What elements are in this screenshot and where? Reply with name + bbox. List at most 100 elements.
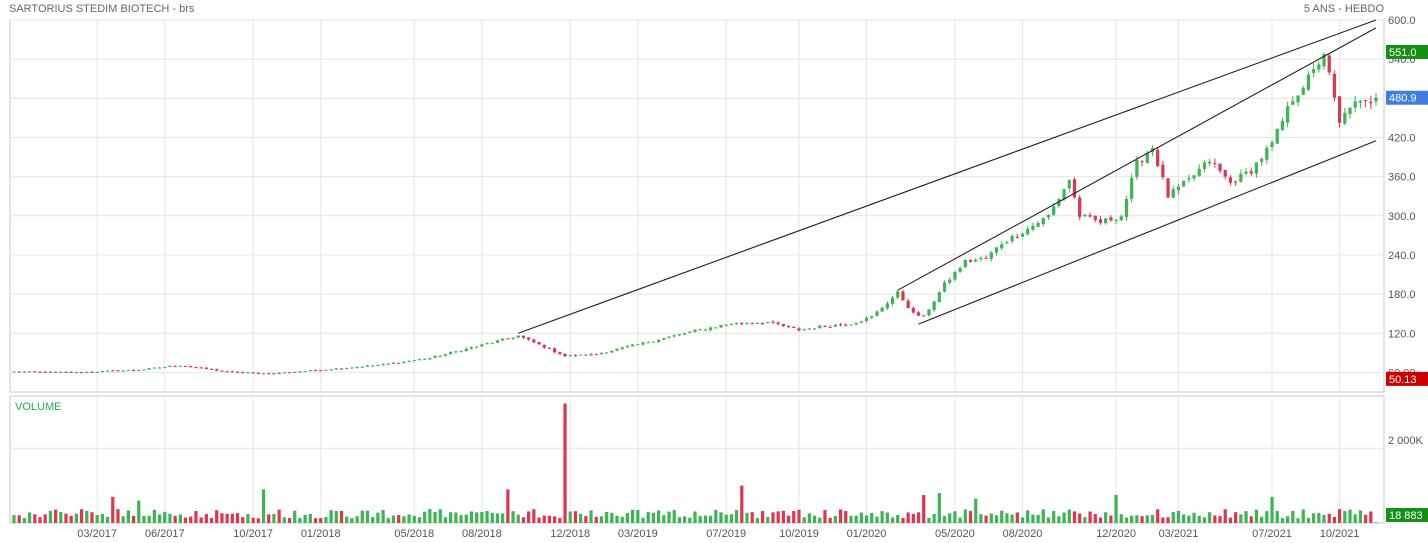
price-panel-frame: [9, 19, 1385, 393]
candle-body: [901, 291, 905, 301]
x-axis-ticks: 03/2017 06/2017 10/2017 01/2018 05/2018 08/20…: [77, 528, 1359, 540]
volume-bar: [246, 513, 250, 523]
candle-body: [319, 370, 323, 372]
volume-bar: [397, 515, 401, 523]
candle-body: [989, 252, 993, 259]
volume-bar: [942, 516, 947, 523]
candle-body: [984, 257, 988, 259]
candle-body: [215, 369, 219, 371]
volume-bar: [1005, 513, 1009, 523]
volume-bar: [64, 513, 68, 523]
volume-bar: [1322, 515, 1326, 523]
candle-body: [105, 370, 110, 372]
x-tick-label: 03/2017: [77, 528, 117, 540]
volume-bar: [147, 515, 151, 523]
candle-body: [641, 342, 645, 345]
candle-body: [147, 368, 151, 370]
candle-body: [256, 372, 260, 374]
candle-body: [1244, 171, 1248, 174]
volume-bar: [1306, 518, 1311, 523]
candle-body: [1223, 169, 1227, 177]
volume-bar: [610, 512, 614, 523]
volume-bar: [469, 511, 474, 523]
candle-body: [1312, 69, 1316, 73]
candle-body: [1249, 171, 1253, 174]
candle-body: [620, 347, 624, 350]
candle-body: [22, 371, 27, 373]
volume-bar: [563, 403, 567, 523]
volume-bar: [1208, 512, 1212, 523]
high-badge-text: 551.0: [1389, 47, 1417, 59]
volume-bar: [350, 518, 354, 523]
volume-bar: [974, 498, 978, 523]
volume-bar: [360, 510, 364, 523]
volume-bar: [818, 517, 822, 523]
volume-bar: [802, 517, 806, 523]
volume-bar: [1088, 511, 1092, 523]
volume-bar: [293, 510, 297, 523]
volume-bar: [459, 515, 463, 523]
volume-bar: [433, 512, 437, 523]
volume-bar: [69, 515, 73, 523]
volume-bar: [1280, 518, 1285, 523]
candle-body: [714, 327, 718, 329]
candle-body: [537, 342, 541, 345]
volume-bar: [1239, 514, 1243, 523]
candle-body: [870, 316, 874, 318]
candle-body: [698, 329, 702, 331]
candle-body: [391, 362, 396, 364]
volume-bar: [1052, 510, 1056, 523]
candle-body: [594, 354, 598, 356]
candle-body: [662, 338, 666, 340]
volume-bar: [1301, 509, 1305, 523]
volume-bar: [667, 511, 671, 523]
volume-bar: [371, 517, 375, 523]
volume-bar: [833, 515, 837, 523]
volume-bar: [1026, 510, 1030, 523]
x-tick-label: 12/2018: [550, 528, 590, 540]
volume-bar: [573, 511, 578, 523]
volume-bar: [22, 517, 27, 523]
volume-bar: [1249, 516, 1253, 523]
volume-bar: [1197, 515, 1201, 523]
volume-bar: [625, 513, 630, 523]
volume-bar: [95, 515, 99, 523]
candle-body: [324, 369, 328, 371]
volume-bar: [402, 516, 406, 523]
period-label: 5 ANS - HEBDO: [1303, 3, 1384, 15]
volume-bar: [693, 511, 697, 523]
candle-body: [74, 372, 78, 374]
x-tick-label: 03/2019: [618, 528, 658, 540]
volume-bar: [844, 511, 848, 523]
volume-bar: [776, 511, 780, 523]
volume-bar: [511, 511, 515, 523]
volume-bar: [1291, 510, 1295, 523]
candle-body: [688, 331, 692, 334]
volume-bar: [1327, 513, 1331, 523]
volume-bar: [59, 512, 63, 523]
volume-bar: [116, 509, 120, 523]
candle-body: [527, 337, 531, 340]
volume-bar: [79, 509, 84, 523]
volume-last-badge-bg: [1386, 508, 1428, 522]
candle-body: [568, 355, 572, 357]
volume-bar: [230, 513, 234, 523]
high-badge: 551.0: [1386, 44, 1428, 59]
candle-body: [402, 361, 406, 363]
volume-bar: [989, 513, 993, 523]
volume-bar: [506, 489, 510, 523]
candle-body: [308, 370, 312, 372]
volume-bar: [719, 512, 723, 523]
candle-body: [251, 372, 255, 374]
candle-body: [760, 323, 765, 325]
candle-body: [646, 342, 650, 344]
volume-bar: [1218, 516, 1222, 523]
volume-bar: [355, 516, 359, 523]
volume-bar: [958, 517, 962, 523]
candle-body: [724, 324, 728, 326]
volume-bar: [527, 511, 531, 523]
y-tick-label: 420.0: [1388, 132, 1416, 144]
candle-body: [1020, 233, 1025, 237]
volume-bar: [916, 512, 921, 523]
candle-body: [844, 324, 848, 326]
